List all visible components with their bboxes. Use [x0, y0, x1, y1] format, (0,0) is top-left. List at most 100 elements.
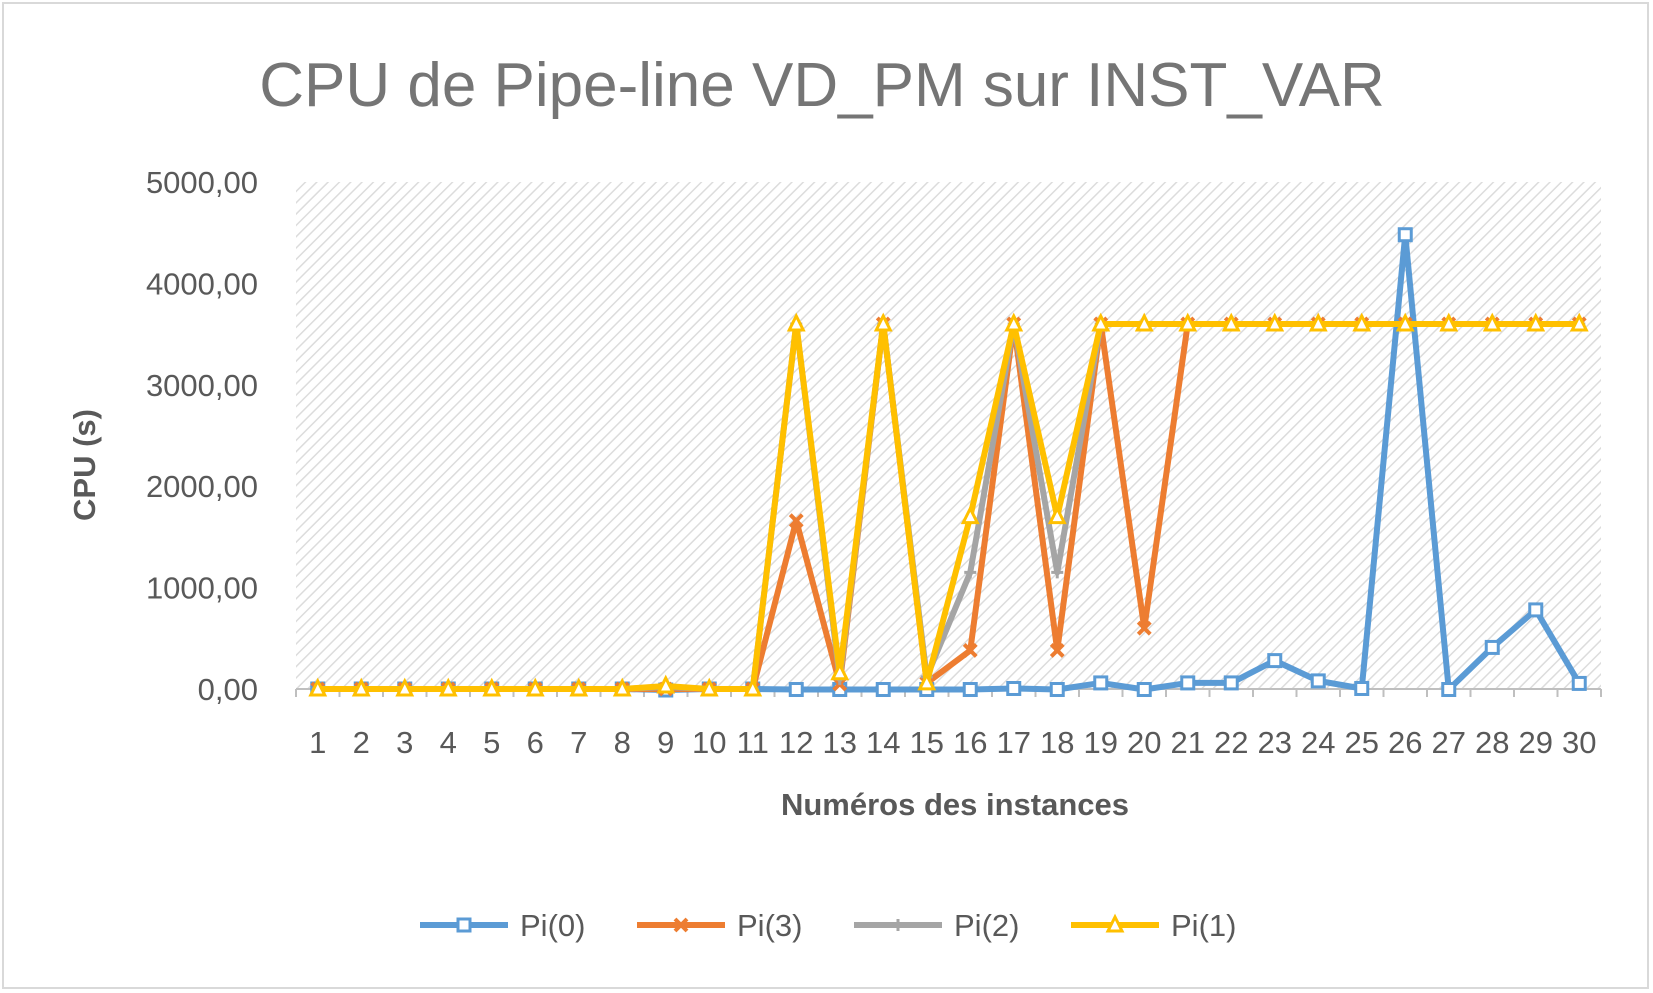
x-tick-label: 13	[823, 725, 857, 760]
x-tick-label: 26	[1388, 725, 1422, 760]
data-point	[1526, 312, 1546, 332]
data-point	[1049, 643, 1065, 658]
x-tick-label: 30	[1562, 725, 1596, 760]
y-axis-title: CPU (s)	[67, 409, 102, 521]
data-point	[1267, 653, 1283, 669]
legend-label: Pi(2)	[954, 908, 1019, 943]
data-point	[962, 643, 978, 658]
y-tick-label: 5000,00	[146, 165, 258, 200]
legend-item: Pi(3)	[637, 908, 802, 943]
legend-item: Pi(1)	[1071, 908, 1236, 943]
data-point	[1049, 682, 1065, 698]
data-point	[569, 677, 589, 697]
chart-title: CPU de Pipe-line VD_PM sur INST_VAR	[259, 51, 1385, 120]
data-point	[1395, 312, 1415, 332]
legend-label: Pi(0)	[520, 908, 585, 943]
data-point	[1571, 675, 1587, 691]
data-point	[1051, 566, 1064, 579]
x-tick-label: 10	[692, 725, 726, 760]
x-tick-label: 21	[1171, 725, 1205, 760]
x-tick-label: 15	[910, 725, 944, 760]
x-tick-label: 28	[1475, 725, 1509, 760]
x-tick-label: 18	[1040, 725, 1074, 760]
data-point	[525, 677, 545, 697]
data-point	[308, 677, 328, 697]
x-tick-label: 25	[1345, 725, 1379, 760]
data-point	[1091, 312, 1111, 332]
data-point	[964, 566, 977, 579]
legend-label: Pi(3)	[737, 908, 802, 943]
data-point	[1354, 680, 1370, 696]
data-point	[873, 312, 893, 332]
data-point	[699, 677, 719, 697]
data-point	[1136, 620, 1152, 636]
y-tick-label: 3000,00	[146, 368, 258, 403]
x-tick-label: 3	[396, 725, 413, 760]
data-point	[1439, 312, 1459, 332]
data-point	[1265, 312, 1285, 332]
data-point	[438, 677, 458, 697]
series-line	[314, 320, 1583, 692]
data-point	[917, 671, 937, 691]
y-tick-label: 0,00	[198, 672, 258, 707]
series-layer	[308, 227, 1589, 698]
x-tick-label: 1	[309, 725, 326, 760]
x-tick-label: 16	[953, 725, 987, 760]
legend-marker	[673, 917, 689, 933]
data-point	[875, 682, 891, 698]
data-point	[1223, 675, 1239, 691]
x-tick-label: 12	[779, 725, 813, 760]
x-axis: 1 2 3 4 5 6 7 8 9 10 11 12 13 14 15 16 17 18 19 20 21 22 23 24 2…	[295, 688, 1602, 760]
data-point	[788, 682, 804, 698]
series-Pi(1)	[308, 312, 1589, 697]
data-point	[351, 677, 371, 697]
x-tick-label: 9	[657, 725, 674, 760]
legend-item: Pi(0)	[420, 908, 585, 943]
y-axis: 0,00 1000,00 2000,00 3000,00 4000,00 5000,00	[146, 165, 258, 707]
x-tick-label: 29	[1519, 725, 1553, 760]
data-point	[1178, 312, 1198, 332]
x-tick-label: 22	[1214, 725, 1248, 760]
x-tick-label: 24	[1301, 725, 1335, 760]
data-point	[1047, 505, 1067, 525]
legend-label: Pi(1)	[1171, 908, 1236, 943]
data-point	[962, 682, 978, 698]
legend: Pi(0) Pi(3) Pi(2) Pi(1)	[420, 908, 1236, 943]
data-point	[612, 677, 632, 697]
data-point	[1221, 312, 1241, 332]
x-tick-label: 20	[1127, 725, 1161, 760]
data-point	[1136, 682, 1152, 698]
x-tick-label: 19	[1084, 725, 1118, 760]
data-point	[788, 513, 804, 529]
data-point	[1441, 682, 1457, 698]
data-point	[743, 677, 763, 697]
data-point	[830, 661, 850, 681]
y-tick-label: 4000,00	[146, 266, 258, 301]
x-tick-label: 4	[440, 725, 457, 760]
data-point	[1528, 602, 1544, 618]
data-point	[1397, 227, 1413, 243]
data-point	[482, 677, 502, 697]
x-tick-label: 6	[527, 725, 544, 760]
data-point	[1484, 639, 1500, 655]
data-point	[1134, 312, 1154, 332]
y-tick-label: 1000,00	[146, 571, 258, 606]
data-point	[1004, 312, 1024, 332]
x-axis-title: Numéros des instances	[781, 787, 1129, 822]
data-point	[1006, 680, 1022, 696]
data-point	[1093, 675, 1109, 691]
x-tick-label: 17	[997, 725, 1031, 760]
legend-item: Pi(2)	[854, 908, 1019, 943]
data-point	[1308, 312, 1328, 332]
x-tick-label: 7	[570, 725, 587, 760]
data-point	[656, 674, 676, 694]
legend-marker	[892, 919, 904, 931]
y-tick-label: 2000,00	[146, 469, 258, 504]
data-point	[1180, 675, 1196, 691]
x-tick-label: 23	[1258, 725, 1292, 760]
data-point	[960, 505, 980, 525]
legend-marker	[1105, 913, 1125, 933]
data-point	[1352, 312, 1372, 332]
legend-marker	[456, 917, 472, 933]
